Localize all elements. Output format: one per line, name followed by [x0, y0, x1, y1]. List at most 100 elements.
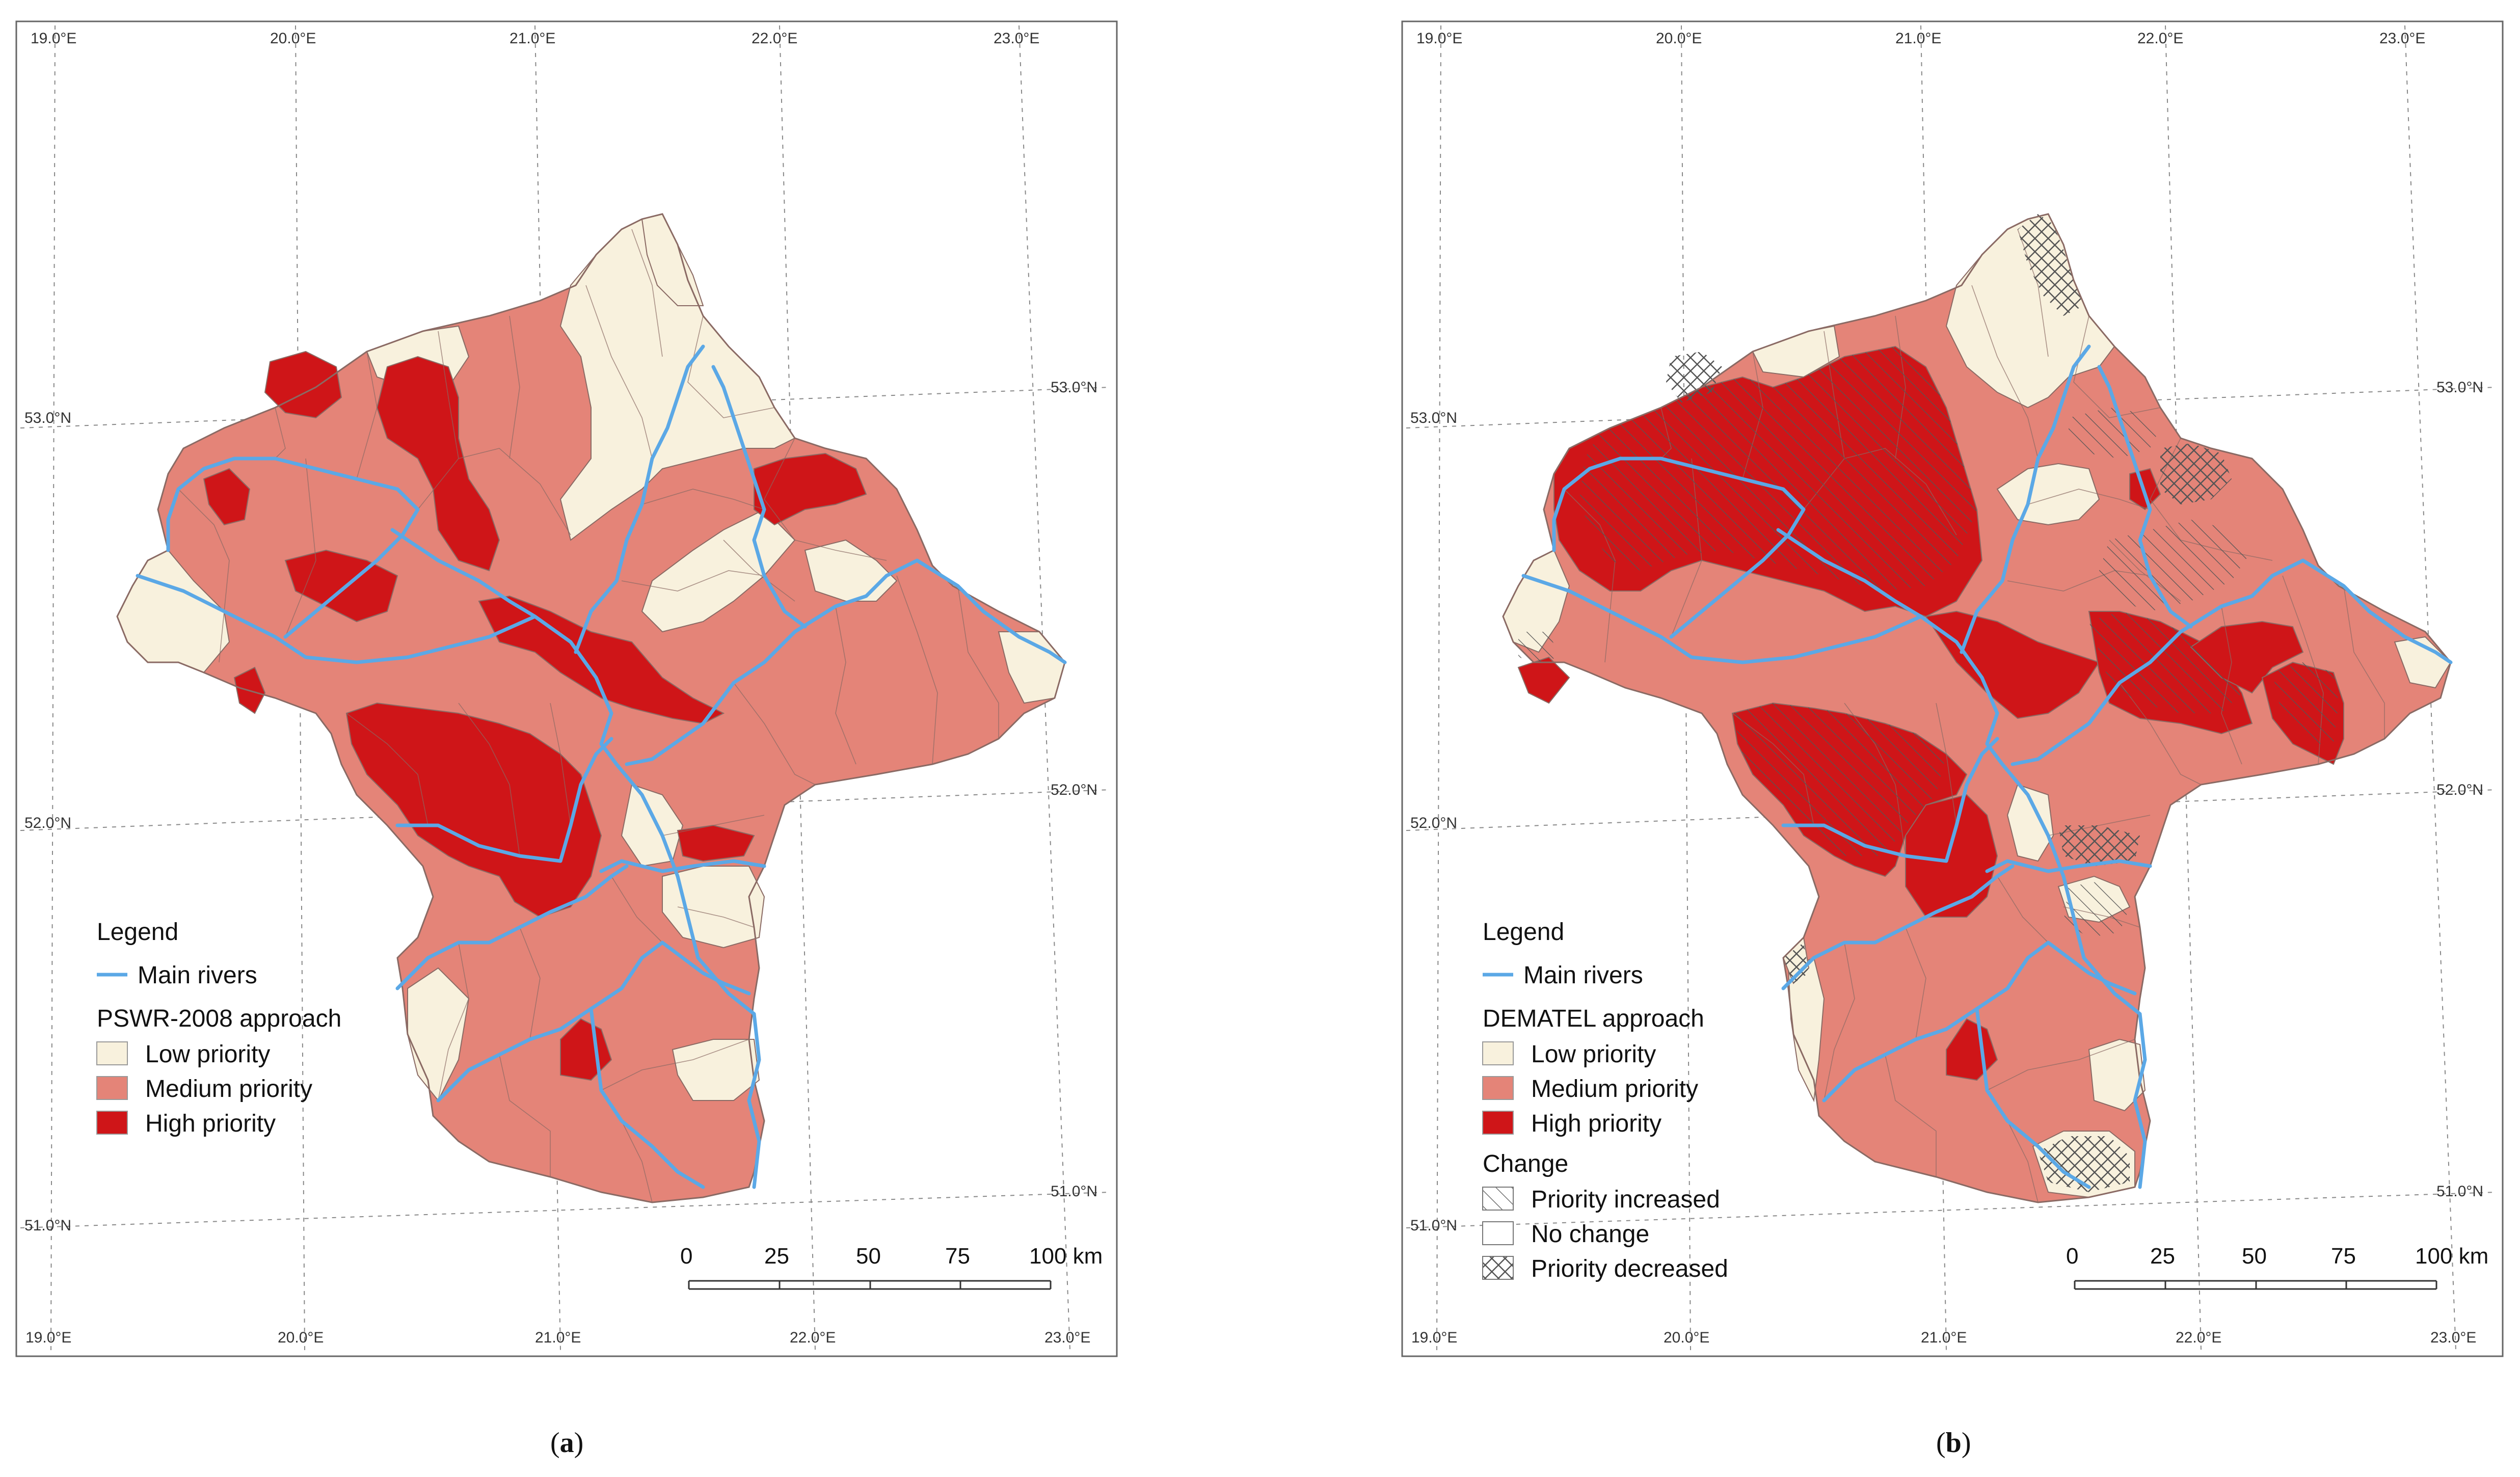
tick-right-lat-1: 53.0°N	[1051, 379, 1097, 396]
panel-label-a: (a)	[550, 1427, 583, 1459]
panel-label-open: (	[550, 1427, 560, 1459]
legend-rivers-label: Main rivers	[1523, 962, 1643, 989]
region-high-center-east	[1925, 610, 2100, 719]
scale-tick-75: 75	[945, 1244, 970, 1269]
tick-left-lat-1: 53.0°N	[24, 410, 71, 426]
legend-high-label: High priority	[145, 1110, 276, 1137]
legend-swatch-medium	[96, 1076, 128, 1100]
legend-low-label: Low priority	[145, 1041, 270, 1068]
legend-title: Legend	[97, 919, 178, 946]
legend-approach-title: DEMATEL approach	[1483, 1005, 1704, 1032]
region-high-nw-2	[376, 356, 500, 572]
legend: Legend Main rivers DEMATEL approach Low …	[1482, 919, 1728, 1282]
tick-left-lat-2: 52.0°N	[24, 815, 71, 831]
panel-label-close: )	[1962, 1427, 1971, 1459]
tick-right-lat-2: 52.0°N	[1051, 782, 1097, 798]
legend-swatch-medium	[1482, 1076, 1514, 1100]
tick-top-lon-1: 19.0°E	[31, 30, 76, 47]
axis-labels-left: 53.0°N 52.0°N 51.0°N	[1410, 410, 1457, 1234]
legend-change-title: Change	[1483, 1150, 1568, 1177]
scale-tick-0: 0	[2066, 1244, 2078, 1269]
tick-left-lat-2: 52.0°N	[1410, 815, 1457, 831]
scale-line	[2074, 1280, 2437, 1290]
tick-top-lon-4: 22.0°E	[2137, 30, 2183, 47]
legend-rivers-label: Main rivers	[138, 962, 257, 989]
legend-swatch-no-change	[1482, 1221, 1514, 1245]
tick-top-lon-2: 20.0°E	[1656, 30, 1702, 47]
legend-no-change-label: No change	[1531, 1221, 1649, 1248]
region-high-sw	[345, 702, 602, 918]
tick-right-lat-1: 53.0°N	[2436, 379, 2483, 396]
axis-labels-bottom: 19.0°E 20.0°E 21.0°E 22.0°E 23.0°E	[1411, 1329, 2476, 1346]
axis-labels-left: 53.0°N 52.0°N 51.0°N	[24, 410, 71, 1234]
choropleth-dematel	[1502, 213, 2452, 1203]
region-low-north-center	[641, 508, 796, 633]
tick-bottom-lon-2: 20.0°E	[278, 1329, 324, 1346]
region-high-nw-1	[264, 351, 342, 419]
panel-label-open: (	[1936, 1427, 1946, 1459]
choropleth-pswr2008	[116, 213, 1065, 1203]
scale-tick-25: 25	[2150, 1244, 2175, 1269]
scale-tick-50: 50	[2242, 1244, 2267, 1269]
change-priority-decreased	[1666, 214, 2232, 1192]
scale-bar: 0 25 50 75 100 km	[680, 1244, 1103, 1290]
panel-b: 19.0°E 20.0°E 21.0°E 22.0°E 23.0°E 19.0°…	[1401, 20, 2504, 1459]
tick-bottom-lon-2: 20.0°E	[1664, 1329, 1709, 1346]
legend-swatch-high	[1482, 1111, 1514, 1135]
region-low-mid-north	[1996, 463, 2100, 526]
axis-labels-top: 19.0°E 20.0°E 21.0°E 22.0°E 23.0°E	[1416, 30, 2425, 47]
legend-high-label: High priority	[1531, 1110, 1661, 1137]
tick-top-lon-3: 21.0°E	[510, 30, 555, 47]
tick-bottom-lon-3: 21.0°E	[1921, 1329, 1967, 1346]
region-low-ne	[804, 539, 898, 602]
region-low-east-tip	[2394, 636, 2452, 689]
region-high-west	[203, 468, 251, 526]
legend-medium-label: Medium priority	[1531, 1076, 1698, 1103]
legend-swatch-decreased	[1482, 1256, 1514, 1280]
tick-top-lon-2: 20.0°E	[270, 30, 316, 47]
tick-bottom-lon-1: 19.0°E	[1411, 1329, 1457, 1346]
scale-tick-25: 25	[764, 1244, 789, 1269]
tick-top-lon-5: 23.0°E	[2379, 30, 2425, 47]
legend-swatch-high	[96, 1111, 128, 1135]
legend-low-label: Low priority	[1531, 1041, 1656, 1068]
tick-bottom-lon-4: 22.0°E	[790, 1329, 836, 1346]
panel-a: 19.0°E 20.0°E 21.0°E 22.0°E 23.0°E 19.0°…	[15, 20, 1118, 1459]
region-low-south-center	[2006, 784, 2054, 862]
legend: Legend Main rivers PSWR-2008 approach Lo…	[96, 919, 341, 1137]
axis-labels-right: 53.0°N 52.0°N 51.0°N	[1051, 379, 1097, 1200]
scale-line	[688, 1280, 1052, 1290]
tick-right-lat-3: 51.0°N	[1051, 1183, 1097, 1200]
legend-swatch-low	[96, 1041, 128, 1065]
tick-bottom-lon-1: 19.0°E	[25, 1329, 71, 1346]
region-low-south-east-2	[672, 1039, 760, 1101]
panel-label-letter: a	[560, 1427, 574, 1459]
axis-labels-right: 53.0°N 52.0°N 51.0°N	[2436, 379, 2483, 1200]
region-high-south	[1905, 794, 1998, 918]
change-priority-increased	[1518, 346, 2339, 937]
panel-label-letter: b	[1946, 1427, 1962, 1459]
legend-medium-label: Medium priority	[145, 1076, 312, 1103]
tick-bottom-lon-5: 23.0°E	[1044, 1329, 1090, 1346]
legend-swatch-increased	[1482, 1187, 1514, 1211]
scale-bar: 0 25 50 75 100 km	[2066, 1244, 2488, 1290]
tick-top-lon-3: 21.0°E	[1895, 30, 1941, 47]
scale-tick-50: 50	[856, 1244, 881, 1269]
tick-top-lon-5: 23.0°E	[994, 30, 1039, 47]
tick-top-lon-4: 22.0°E	[752, 30, 797, 47]
tick-left-lat-3: 51.0°N	[24, 1217, 71, 1234]
legend-title: Legend	[1483, 919, 1564, 946]
tick-bottom-lon-4: 22.0°E	[2176, 1329, 2221, 1346]
tick-top-lon-1: 19.0°E	[1416, 30, 1462, 47]
tick-left-lat-3: 51.0°N	[1410, 1217, 1457, 1234]
tick-right-lat-2: 52.0°N	[2436, 782, 2483, 798]
region-high-center	[478, 595, 725, 724]
axis-labels-top: 19.0°E 20.0°E 21.0°E 22.0°E 23.0°E	[31, 30, 1039, 47]
scale-tick-100: 100 km	[1029, 1244, 1103, 1269]
legend-swatch-low	[1482, 1041, 1514, 1065]
tick-left-lat-1: 53.0°N	[1410, 410, 1457, 426]
legend-increased-label: Priority increased	[1531, 1186, 1720, 1213]
region-low-south-east-2	[2088, 1038, 2146, 1112]
region-high-ne	[754, 452, 867, 526]
tick-right-lat-3: 51.0°N	[2436, 1183, 2483, 1200]
